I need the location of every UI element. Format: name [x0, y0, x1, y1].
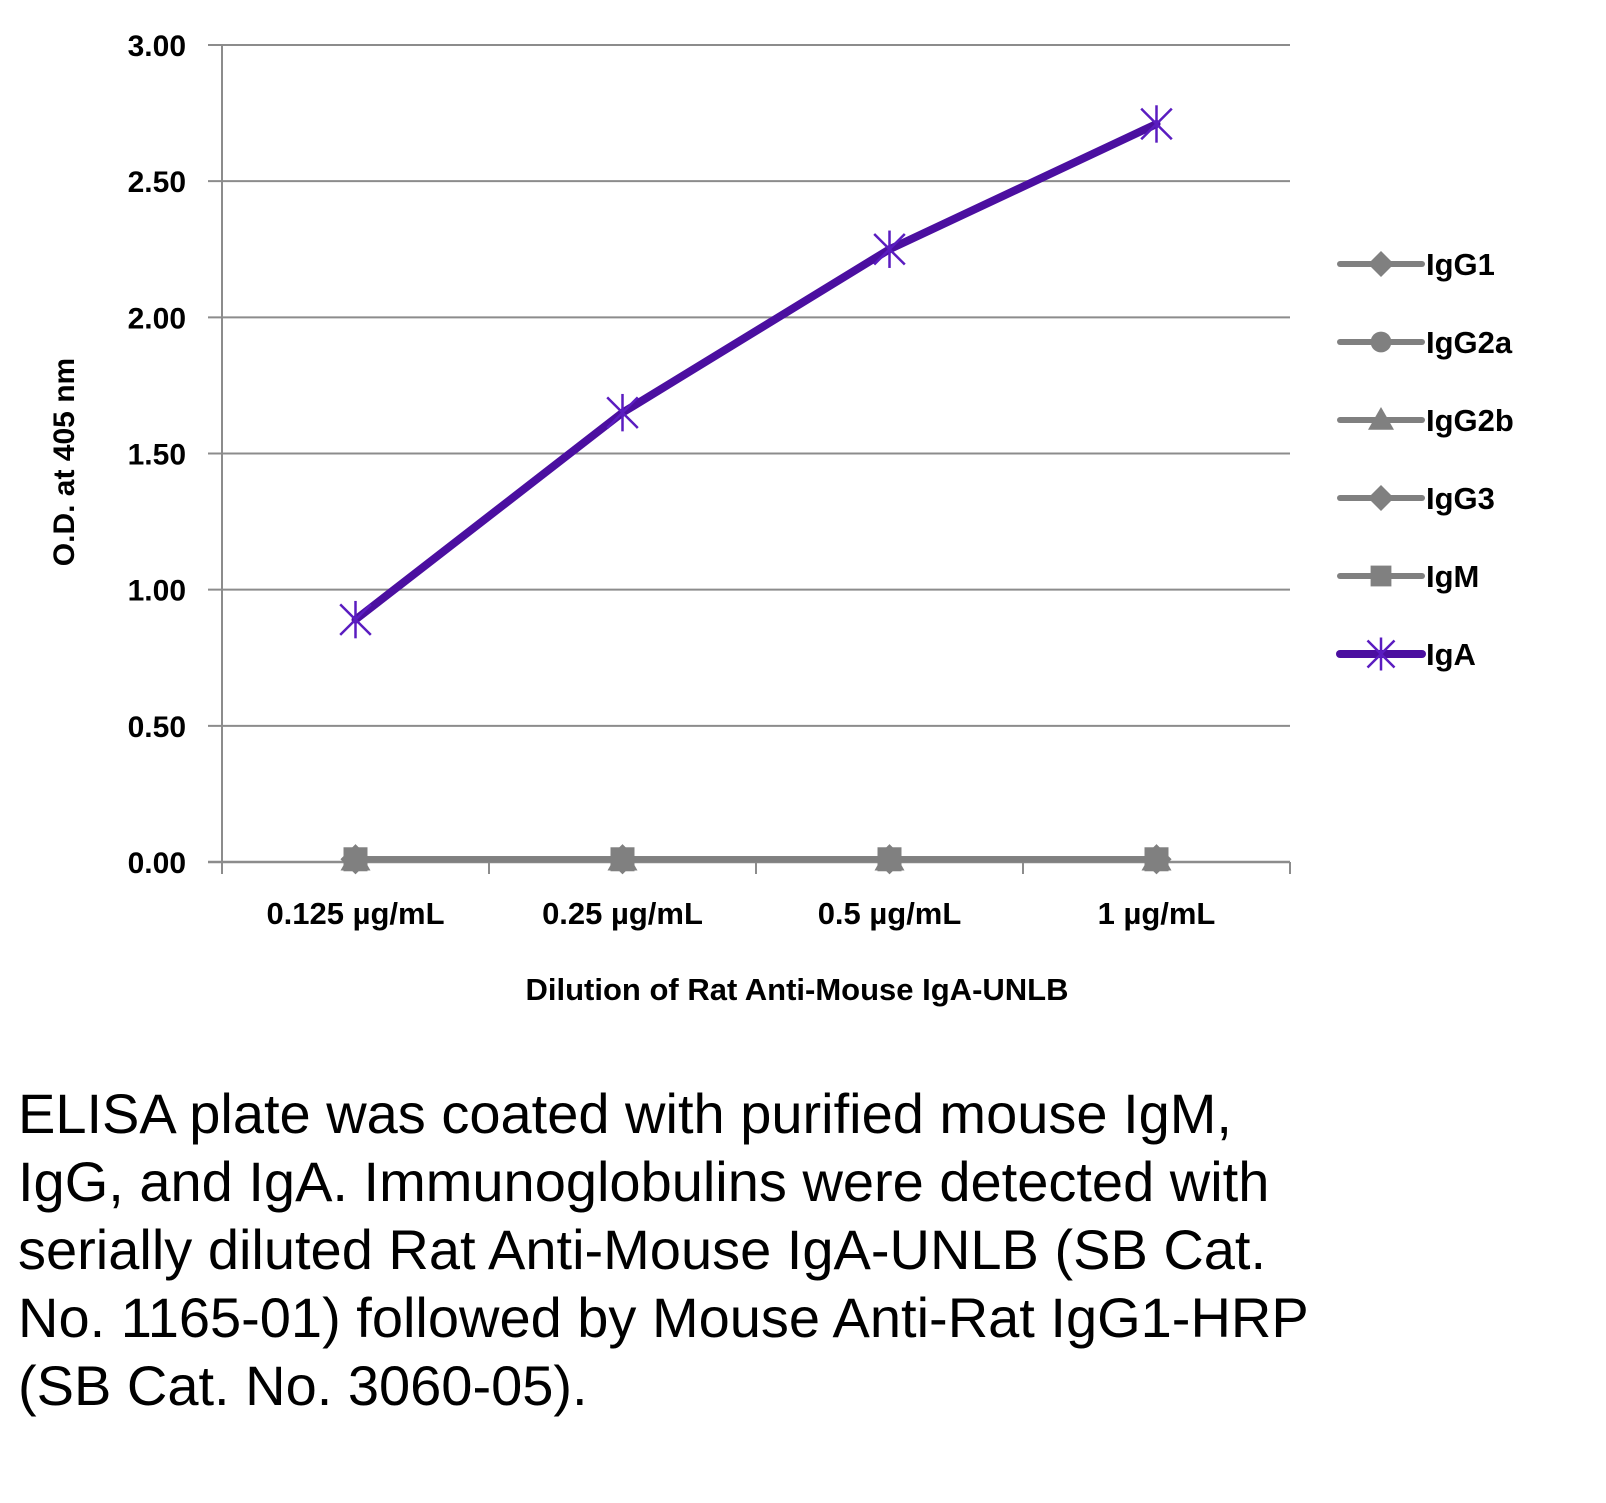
data-point-iga [339, 600, 372, 639]
data-point-iga [606, 393, 639, 432]
data-point-igm [877, 847, 902, 872]
legend-marker-igg2a [1370, 331, 1392, 353]
x-tick-label: 0.125 µg/mL [266, 896, 444, 931]
series-line-iga [351, 119, 1161, 624]
x-tick-label: 1 µg/mL [1098, 896, 1216, 931]
x-tick-label: 0.5 µg/mL [818, 896, 962, 931]
data-point-igm [1144, 847, 1169, 872]
y-tick-label: 1.50 [128, 439, 186, 472]
legend-marker-igg2b [1368, 407, 1394, 430]
legend-label-igg2a: IgG2a [1426, 325, 1513, 360]
y-tick-label: 1.00 [128, 575, 186, 608]
data-series [339, 105, 1173, 875]
y-tick-label: 3.00 [128, 30, 186, 63]
legend-label-igg3: IgG3 [1426, 481, 1495, 516]
legend-marker-iga [1366, 637, 1396, 671]
data-point-igm [610, 847, 635, 872]
data-point-iga [873, 230, 906, 268]
x-tick-label: 0.25 µg/mL [542, 896, 703, 931]
elisa-line-chart: 0.00 0.50 1.00 1.50 2.00 2.50 3.00 0.125 µg/mL 0… [48, 30, 1514, 1007]
data-point-iga [1140, 105, 1173, 143]
legend-label-igg1: IgG1 [1426, 247, 1495, 282]
y-tick-label: 2.50 [128, 166, 186, 199]
legend-label-igm: IgM [1426, 559, 1479, 594]
y-axis-title: O.D. at 405 nm [48, 358, 81, 566]
legend-marker-igg1 [1368, 251, 1394, 277]
legend-label-iga: IgA [1426, 637, 1476, 672]
x-axis-title: Dilution of Rat Anti-Mouse IgA-UNLB [526, 972, 1069, 1007]
axes: 0.00 0.50 1.00 1.50 2.00 2.50 3.00 0.125 µg/mL 0… [128, 30, 1291, 931]
y-tick-label: 2.00 [128, 302, 186, 335]
data-point-igm [343, 847, 368, 872]
legend-label-igg2b: IgG2b [1426, 403, 1514, 438]
legend-marker-igg3 [1368, 485, 1394, 511]
legend: IgG1 IgG2a IgG2b IgG3 IgM IgA [1336, 247, 1514, 672]
figure-caption: ELISA plate was coated with purified mou… [18, 1082, 1308, 1417]
legend-marker-igm [1370, 565, 1392, 587]
gridlines [208, 44, 1290, 863]
y-tick-label: 0.00 [128, 847, 186, 880]
y-tick-label: 0.50 [128, 711, 186, 744]
